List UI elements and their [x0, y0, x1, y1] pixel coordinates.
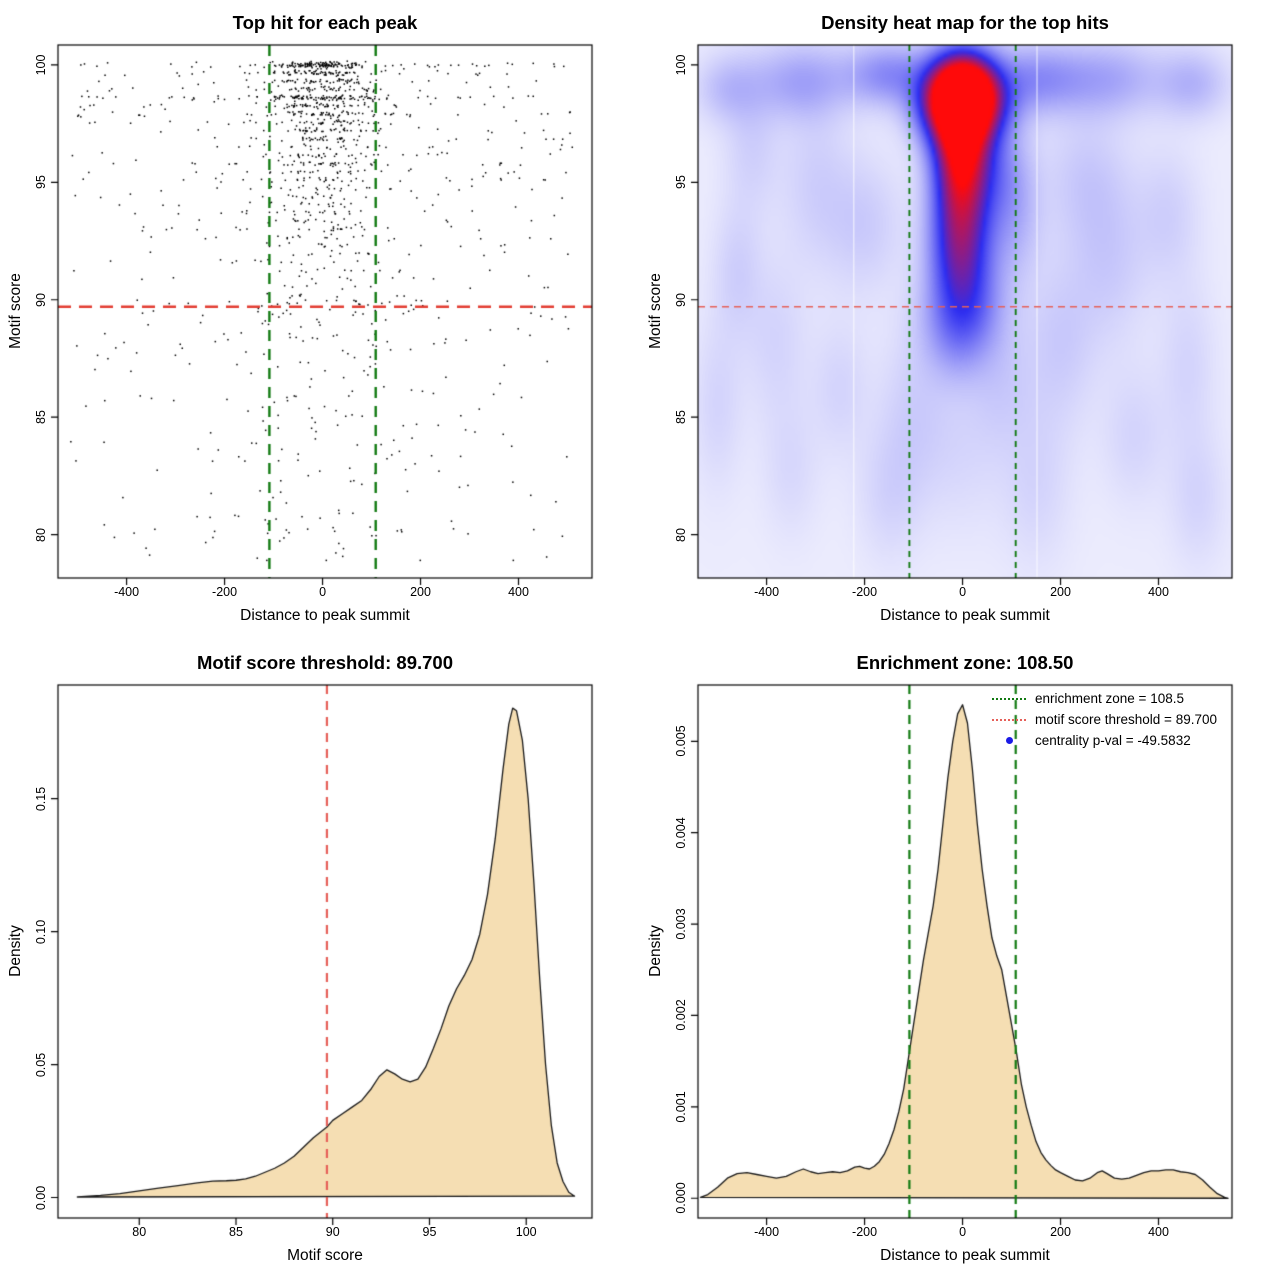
x-tick-label: -400	[754, 585, 780, 599]
y-tick-label: 0.004	[674, 817, 688, 849]
y-tick-label: 85	[34, 410, 48, 425]
red-dotted-line-icon	[992, 713, 1026, 727]
panel-top-hit-scatter: Top hit for each peak Distance to peak s…	[0, 0, 640, 640]
legend-item: enrichment zone = 108.5	[992, 688, 1217, 709]
x-tick-label: 400	[508, 585, 529, 599]
y-tick-label: 100	[34, 54, 48, 76]
x-tick-label: 200	[1050, 585, 1071, 599]
y-axis-label: Density	[647, 925, 664, 977]
y-axis-label: Density	[7, 925, 24, 977]
y-tick-label: 0.002	[674, 999, 688, 1032]
x-tick-label: -400	[754, 1225, 780, 1239]
x-tick-label: 85	[229, 1225, 243, 1239]
y-tick-label: 90	[674, 292, 688, 307]
legend-item: centrality p-val = -49.5832	[992, 730, 1217, 751]
x-tick-label: 200	[1050, 1225, 1071, 1239]
x-tick-label: 200	[410, 585, 431, 599]
x-tick-label: 0	[959, 1225, 967, 1239]
legend-item: motif score threshold = 89.700	[992, 709, 1217, 730]
y-tick-label: 0.00	[34, 1185, 48, 1210]
y-tick-label: 0.005	[674, 725, 688, 757]
legend-item-label: enrichment zone = 108.5	[1035, 691, 1184, 706]
x-tick-label: 95	[422, 1225, 437, 1239]
y-tick-label: 80	[34, 527, 48, 542]
enrichment-zone-density-canvas	[640, 640, 1280, 1280]
y-tick-label: 100	[674, 54, 688, 76]
y-tick-label: 90	[34, 292, 48, 307]
y-tick-label: 0.003	[674, 908, 688, 940]
legend-item-label: centrality p-val = -49.5832	[1035, 733, 1191, 748]
scatter-plot-canvas	[0, 0, 640, 640]
x-axis-label: Distance to peak summit	[880, 1247, 1050, 1264]
blue-point-icon	[992, 734, 1026, 748]
y-tick-label: 0.05	[34, 1052, 48, 1077]
panel-title: Top hit for each peak	[232, 12, 418, 33]
x-tick-label: 80	[132, 1225, 147, 1239]
y-tick-label: 0.15	[34, 786, 48, 811]
panel-title: Density heat map for the top hits	[821, 12, 1109, 33]
x-tick-label: 400	[1148, 585, 1169, 599]
x-tick-label: 100	[515, 1225, 537, 1239]
x-tick-label: -400	[114, 585, 140, 599]
y-tick-label: 0.000	[674, 1182, 688, 1214]
x-tick-label: -200	[852, 1225, 878, 1239]
x-tick-label: 0	[319, 585, 327, 599]
y-tick-label: 0.001	[674, 1091, 688, 1123]
x-tick-label: -200	[852, 585, 878, 599]
y-tick-label: 85	[674, 410, 688, 425]
y-axis-label: Motif score	[647, 273, 664, 349]
y-tick-label: 80	[674, 527, 688, 542]
panel-enrichment-zone-density: Enrichment zone: 108.50 Distance to peak…	[640, 640, 1280, 1280]
motif-score-density-canvas	[0, 640, 640, 1280]
y-tick-label: 0.10	[34, 919, 48, 944]
panel-title: Motif score threshold: 89.700	[197, 652, 453, 673]
y-axis-label: Motif score	[7, 273, 24, 349]
x-tick-label: -200	[212, 585, 238, 599]
x-axis-label: Motif score	[287, 1247, 363, 1264]
x-axis-label: Distance to peak summit	[240, 607, 410, 624]
y-tick-label: 95	[674, 175, 688, 190]
x-tick-label: 90	[325, 1225, 340, 1239]
green-dotted-line-icon	[992, 692, 1026, 706]
legend-item-label: motif score threshold = 89.700	[1035, 712, 1217, 727]
panel-motif-score-density: Motif score threshold: 89.700 Motif scor…	[0, 640, 640, 1280]
x-tick-label: 0	[959, 585, 967, 599]
x-axis-label: Distance to peak summit	[880, 607, 1050, 624]
panel-density-heatmap: Density heat map for the top hits Distan…	[640, 0, 1280, 640]
heatmap-canvas	[640, 0, 1280, 640]
panel-title: Enrichment zone: 108.50	[856, 652, 1074, 673]
legend: enrichment zone = 108.5 motif score thres…	[992, 688, 1217, 751]
x-tick-label: 400	[1148, 1225, 1169, 1239]
y-tick-label: 95	[34, 175, 48, 190]
